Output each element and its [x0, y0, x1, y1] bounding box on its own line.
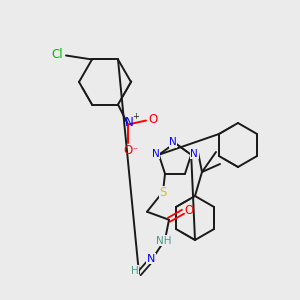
Text: ⁻: ⁻ [132, 146, 138, 157]
Text: N: N [124, 116, 134, 129]
Text: N: N [190, 149, 198, 159]
Text: S: S [159, 186, 167, 199]
Text: NH: NH [156, 236, 172, 246]
Text: O: O [123, 144, 133, 157]
Text: N: N [169, 137, 177, 147]
Text: O: O [148, 113, 158, 126]
Text: N: N [152, 149, 160, 159]
Text: H: H [131, 266, 139, 276]
Text: Cl: Cl [51, 48, 63, 61]
Text: +: + [133, 112, 140, 121]
Text: N: N [147, 254, 155, 264]
Text: O: O [184, 204, 194, 217]
